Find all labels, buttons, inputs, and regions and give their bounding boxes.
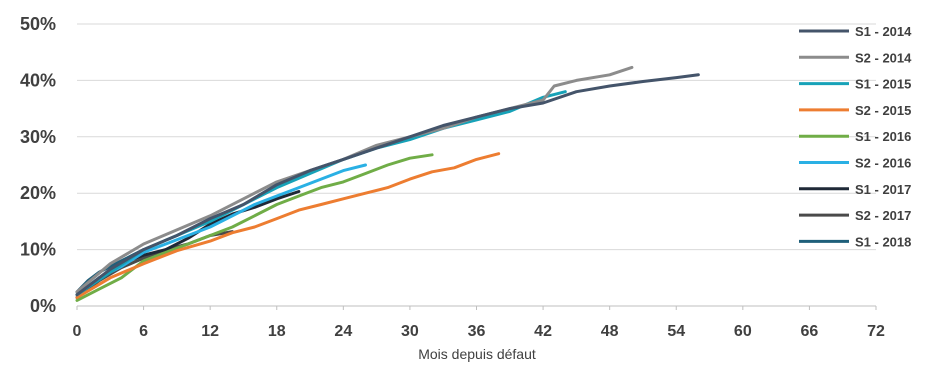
x-tick-label: 66	[801, 323, 819, 340]
x-tick-label: 54	[667, 323, 685, 340]
y-tick-label: 0%	[30, 296, 56, 316]
y-tick-label: 40%	[20, 70, 56, 90]
x-tick-label: 42	[534, 323, 552, 340]
x-tick-labels: 0 6 12 18 24 30 36 42 48 54 60 66 72	[73, 323, 885, 340]
x-tick-label: 48	[601, 323, 619, 340]
legend-label: S1 - 2014	[855, 24, 912, 39]
y-tick-labels: 0% 10% 20% 30% 40% 50%	[20, 14, 56, 316]
x-tick-label: 24	[334, 323, 352, 340]
x-tick-label: 72	[867, 323, 885, 340]
legend-label: S1 - 2015	[855, 77, 911, 92]
x-tick-label: 30	[401, 323, 419, 340]
series-line-5	[75, 163, 367, 297]
x-tick-label: 12	[201, 323, 219, 340]
legend-label: S2 - 2015	[855, 103, 911, 118]
x-tick-label: 0	[73, 323, 82, 340]
x-tick-label: 60	[734, 323, 752, 340]
x-tick-label: 18	[268, 323, 286, 340]
series-line-1	[75, 65, 634, 294]
legend: S1 - 2014 S2 - 2014 S1 - 2015 S2 - 2015 S1 -…	[799, 24, 912, 249]
y-tick-label: 20%	[20, 183, 56, 203]
x-tick-label: 6	[139, 323, 148, 340]
axes	[76, 305, 877, 310]
x-axis-title: Mois depuis défaut	[418, 346, 536, 362]
legend-label: S1 - 2016	[855, 129, 911, 144]
legend-label: S1 - 2018	[855, 234, 911, 249]
series-line-3	[75, 152, 501, 299]
legend-label: S2 - 2014	[855, 50, 912, 65]
y-tick-label: 10%	[20, 240, 56, 260]
legend-label: S1 - 2017	[855, 182, 911, 197]
y-tick-label: 50%	[20, 14, 56, 34]
y-tick-label: 30%	[20, 127, 56, 147]
plot-lines	[75, 65, 700, 302]
x-tick-label: 36	[468, 323, 486, 340]
legend-label: S2 - 2016	[855, 156, 911, 171]
gridlines	[77, 23, 876, 251]
legend-label: S2 - 2017	[855, 208, 911, 223]
series-line-0	[75, 73, 700, 297]
